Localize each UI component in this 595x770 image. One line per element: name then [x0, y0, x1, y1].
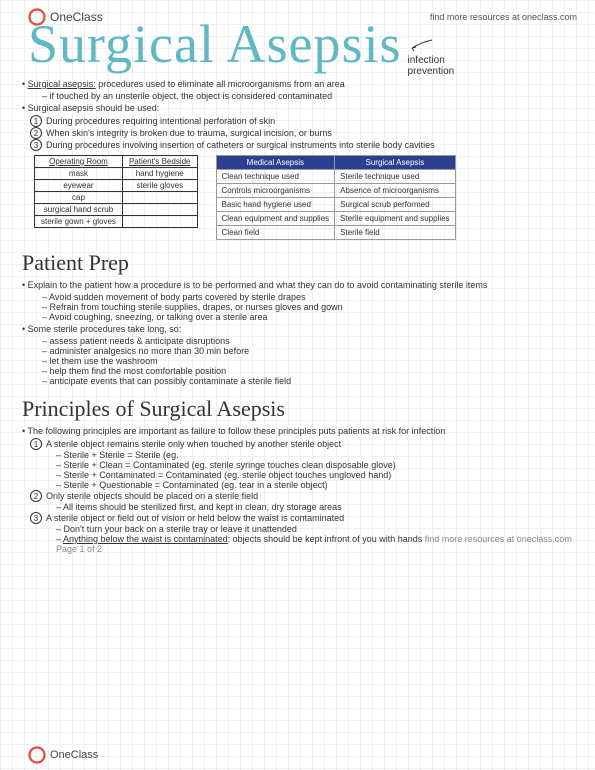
pr-line: Don't turn your back on a sterile tray o…	[56, 524, 577, 534]
pr-line: Sterile + Questionable = Contaminated (e…	[56, 480, 577, 490]
page-footer: OneClass	[0, 746, 595, 764]
logo-icon	[28, 746, 46, 764]
pp-line: anticipate events that can possibly cont…	[42, 376, 577, 386]
principles-list: The following principles are important a…	[28, 426, 577, 554]
patient-prep-title: Patient Prep	[22, 250, 577, 276]
annotation-line2: prevention	[408, 66, 455, 77]
tables-row: Operating RoomPatient's Bedside maskhand…	[34, 155, 577, 240]
pr-n2: 2Only sterile objects should be placed o…	[30, 490, 577, 502]
pr-n1: 1A sterile object remains sterile only w…	[30, 438, 577, 450]
pp-line: let them use the washroom	[42, 356, 577, 366]
t2-h2: Surgical Asepsis	[335, 156, 455, 170]
annotation-line1: infection	[408, 55, 455, 66]
footer-brand: OneClass	[50, 749, 98, 761]
intro-definition: Surgical asepsis: procedures used to eli…	[22, 79, 577, 89]
numbered-1: 1During procedures requiring intentional…	[30, 115, 577, 127]
intro-list: Surgical asepsis: procedures used to eli…	[28, 79, 577, 151]
pr-line: Anything below the waist is contaminated…	[56, 534, 577, 554]
pp-line: Some sterile procedures take long, so:	[22, 324, 577, 334]
pr-line: The following principles are important a…	[22, 426, 577, 436]
principles-title: Principles of Surgical Asepsis	[22, 396, 577, 422]
arrow-icon	[408, 38, 434, 52]
pr-line: Sterile + Clean = Contaminated (eg. ster…	[56, 460, 577, 470]
asepsis-compare-table: Medical AsepsisSurgical Asepsis Clean te…	[216, 155, 456, 240]
pp-line: assess patient needs & anticipate disrup…	[42, 336, 577, 346]
pp-line: Avoid coughing, sneezing, or talking ove…	[42, 312, 577, 322]
pp-line: administer analgesics no more than 30 mi…	[42, 346, 577, 356]
pr-line: Sterile + Sterile = Sterile (eg.	[56, 450, 577, 460]
numbered-2: 2When skin's integrity is broken due to …	[30, 127, 577, 139]
intro-sub1: if touched by an unsterile object, the o…	[42, 91, 577, 101]
operating-room-table: Operating RoomPatient's Bedside maskhand…	[34, 155, 198, 228]
numbered-3: 3During procedures involving insertion o…	[30, 139, 577, 151]
pp-line: help them find the most comfortable posi…	[42, 366, 577, 376]
pr-line: All items should be sterilized first, an…	[56, 502, 577, 512]
intro-should-use: Surgical asepsis should be used:	[22, 103, 577, 113]
pp-line: Avoid sudden movement of body parts cove…	[42, 292, 577, 302]
pr-n3: 3A sterile object or field out of vision…	[30, 512, 577, 524]
t1-h2: Patient's Bedside	[122, 156, 197, 168]
title-row: Surgical Asepsis infection prevention	[28, 20, 577, 77]
find-resources-link[interactable]: find more resources at oneclass.com	[430, 12, 577, 22]
t2-h1: Medical Asepsis	[216, 156, 335, 170]
pr-line: Sterile + Contaminated = Contaminated (e…	[56, 470, 577, 480]
pp-line: Explain to the patient how a procedure i…	[22, 280, 577, 290]
pp-line: Refrain from touching sterile supplies, …	[42, 302, 577, 312]
t1-h1: Operating Room	[35, 156, 123, 168]
patient-prep-list: Explain to the patient how a procedure i…	[28, 280, 577, 386]
page-title: Surgical Asepsis	[28, 20, 402, 69]
title-annotation: infection prevention	[408, 38, 455, 77]
footer-logo: OneClass	[28, 746, 98, 764]
